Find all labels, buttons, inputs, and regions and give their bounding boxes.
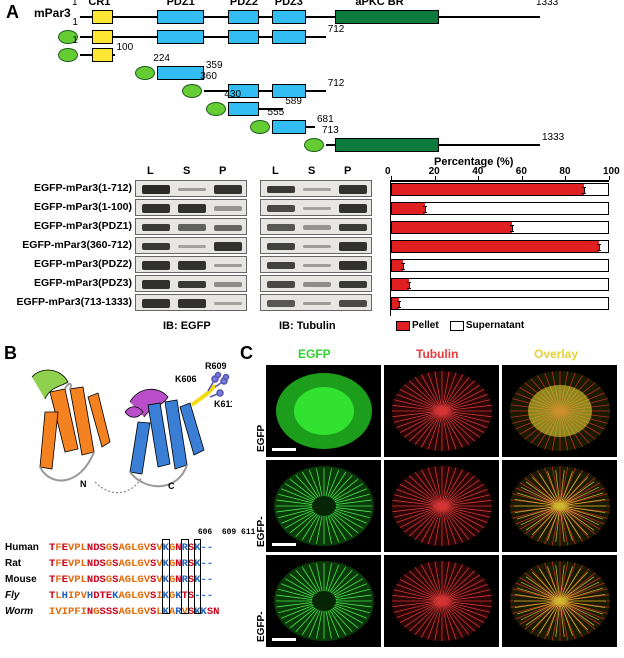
- bar-chart: 020406080100: [390, 180, 608, 316]
- microscopy-image: [502, 460, 617, 552]
- svg-text:N: N: [80, 479, 87, 489]
- legend-pellet-swatch: [396, 321, 410, 331]
- mpar3-label: mPar3: [34, 6, 71, 20]
- construct-label: EGFP-mPar3(1-100): [34, 201, 132, 213]
- construct-label: EGFP-mPar3(713-1333): [16, 296, 132, 308]
- construct-label: EGFP-mPar3(PDZ2): [34, 258, 132, 270]
- microscopy-image: [266, 460, 381, 552]
- microscopy-image: [266, 365, 381, 457]
- ib-egfp-label: IB: EGFP: [163, 320, 211, 332]
- gel-tubulin-panel: [260, 180, 372, 316]
- svg-text:C: C: [168, 481, 175, 491]
- gel-egfp-panel: [135, 180, 247, 316]
- microscopy-image: [384, 365, 499, 457]
- microscopy-image: [266, 555, 381, 647]
- legend-pellet-label: Pellet: [412, 320, 439, 331]
- chart-title: Percentage (%): [434, 156, 513, 168]
- construct-label: EGFP-mPar3(1-712): [34, 182, 132, 194]
- legend-supernatant-label: Supernatant: [466, 320, 524, 331]
- microscopy-header: Tubulin: [416, 347, 458, 361]
- residue-k606: K606: [175, 374, 197, 384]
- panel-c: EGFPTubulinOverlay EGFPEGFP-mPar3(1-712)…: [238, 345, 624, 658]
- construct-label: EGFP-mPar3(PDZ1): [34, 220, 132, 232]
- panel-a: mPar3 CR1PDZ1PDZ2PDZ3aPKC BR113337121100…: [0, 0, 624, 340]
- domain-diagram: CR1PDZ1PDZ2PDZ3aPKC BR113337121100135922…: [80, 6, 540, 156]
- gel-and-chart: EGFP-mPar3(1-712) EGFP-mPar3(1-100) EGFP-m…: [0, 162, 624, 340]
- legend-supernatant-swatch: [450, 321, 464, 331]
- pdz-structure: N C R609 K606: [10, 357, 232, 507]
- microscopy-image: [384, 460, 499, 552]
- residue-r609: R609: [205, 361, 227, 371]
- microscopy-header: EGFP: [298, 347, 331, 361]
- chart-legend: Pellet Supernatant: [396, 320, 524, 331]
- microscopy-image: [502, 555, 617, 647]
- microscopy-image: [384, 555, 499, 647]
- residue-k611: K611: [214, 399, 232, 409]
- construct-label: EGFP-mPar3(360-712): [22, 239, 132, 251]
- microscopy-header: Overlay: [534, 347, 578, 361]
- panel-b: N C R609 K606: [0, 345, 235, 650]
- microscopy-image: [502, 365, 617, 457]
- sequence-alignment: 606 609 611HumanTFEVPLNDSGSAGLGVSVKGNRSK…: [5, 525, 255, 620]
- ib-tubulin-label: IB: Tubulin: [279, 320, 336, 332]
- construct-label: EGFP-mPar3(PDZ3): [34, 277, 132, 289]
